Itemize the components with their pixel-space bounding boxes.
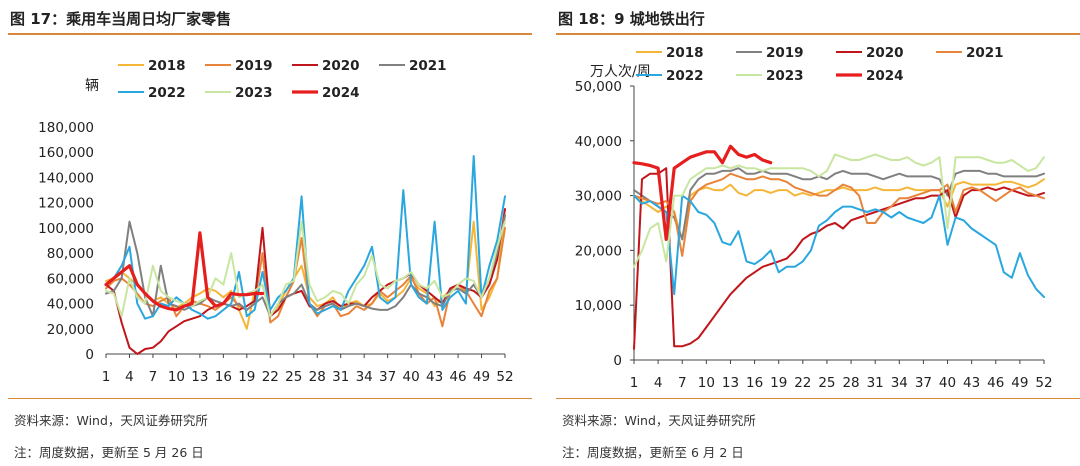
y-tick-label: 140,000: [38, 170, 94, 186]
x-tick-label: 28: [842, 375, 859, 391]
y-tick-label: 0: [613, 353, 622, 369]
x-tick-label: 49: [1011, 375, 1028, 391]
x-tick-label: 13: [722, 375, 739, 391]
y-tick-label: 160,000: [38, 145, 94, 161]
y-tick-label: 20,000: [47, 322, 94, 338]
legend-label-2019: 2019: [766, 45, 804, 61]
series-line-2020: [633, 167, 1045, 350]
x-tick-label: 7: [149, 369, 158, 385]
x-tick-label: 28: [309, 369, 326, 385]
y-tick-label: 100,000: [38, 221, 94, 237]
x-tick-label: 52: [1035, 375, 1052, 391]
x-tick-label: 16: [215, 369, 232, 385]
x-tick-label: 34: [891, 375, 908, 391]
unit-label: 万人次/周: [590, 64, 651, 80]
footer-divider: [556, 398, 1080, 399]
note-text: 注：周度数据，更新至 5 月 26 日: [14, 445, 204, 460]
source-text: 资料来源：Wind，天风证券研究所: [562, 413, 756, 428]
x-tick-label: 1: [102, 369, 111, 385]
y-tick-label: 50,000: [575, 79, 622, 95]
figure-title: 图 18：9 城地铁出行: [558, 10, 705, 28]
x-tick-label: 43: [426, 369, 443, 385]
legend-label-2024: 2024: [322, 85, 360, 101]
metro-ridership-chart: 0 10,000 20,000 30,000 40,000 50,000 1 4 7 10 13 16…: [575, 45, 1053, 391]
x-tick-label: 4: [654, 375, 663, 391]
x-tick-label: 34: [356, 369, 373, 385]
series-line-2022: [633, 194, 1045, 298]
x-tick-label: 46: [987, 375, 1004, 391]
legend-label-2021: 2021: [966, 45, 1004, 61]
retail-sales-chart: 0 20,000 40,000 60,000 80,000 100,000 120,000 1…: [38, 58, 513, 385]
x-tick-label: 31: [867, 375, 884, 391]
y-tick-label: 30,000: [575, 189, 622, 205]
legend-label-2021: 2021: [409, 58, 447, 74]
unit-label: 辆: [85, 78, 99, 94]
x-tick-label: 49: [473, 369, 490, 385]
source-text: 资料来源：Wind，天风证券研究所: [14, 413, 208, 428]
x-tick-label: 19: [238, 369, 255, 385]
legend-label-2023: 2023: [766, 68, 804, 84]
legend-label-2020: 2020: [866, 45, 904, 61]
series-line-2024: [632, 144, 773, 241]
x-tick-label: 22: [794, 375, 811, 391]
x-tick-label: 4: [125, 369, 134, 385]
y-tick-label: 10,000: [575, 298, 622, 314]
x-tick-label: 1: [630, 375, 639, 391]
x-tick-label: 13: [191, 369, 208, 385]
x-tick-label: 16: [746, 375, 763, 391]
legend-label-2023: 2023: [235, 85, 273, 101]
x-tick-label: 40: [939, 375, 956, 391]
y-tick-label: 80,000: [47, 246, 94, 262]
y-tick-label: 0: [85, 347, 94, 363]
series-line-2021: [633, 172, 1045, 257]
x-tick-label: 25: [285, 369, 302, 385]
series-line-2023: [633, 153, 1045, 268]
x-tick-label: 40: [403, 369, 420, 385]
legend-label-2022: 2022: [666, 68, 704, 84]
legend-label-2018: 2018: [148, 58, 186, 74]
figure-18-panel: 图 18：9 城地铁出行 0 10,000 20,000 30,000 40,000 50…: [548, 0, 1080, 466]
series-line-2020: [105, 208, 506, 355]
x-tick-label: 52: [496, 369, 513, 385]
series-line-2023: [105, 220, 506, 318]
series-line-2019: [105, 226, 506, 328]
x-tick-label: 22: [262, 369, 279, 385]
series-line-2024: [104, 231, 265, 312]
note-text: 注：周度数据，更新至 6 月 2 日: [562, 445, 744, 460]
footer-divider: [8, 398, 532, 399]
x-tick-label: 7: [678, 375, 687, 391]
x-tick-label: 19: [770, 375, 787, 391]
series-line-2021: [105, 214, 506, 318]
series-line-2019: [633, 167, 1045, 241]
y-tick-label: 20,000: [575, 243, 622, 259]
y-tick-label: 120,000: [38, 196, 94, 212]
y-tick-label: 40,000: [47, 297, 94, 313]
title-divider: [8, 33, 532, 35]
x-tick-label: 37: [915, 375, 932, 391]
figure-17-panel: 图 17：乘用车当周日均厂家零售 0 20,000 40,000 60,000 80,0…: [0, 0, 532, 466]
x-tick-label: 10: [698, 375, 715, 391]
y-tick-label: 60,000: [47, 271, 94, 287]
x-tick-label: 46: [449, 369, 466, 385]
legend-label-2024: 2024: [866, 68, 904, 84]
title-divider: [556, 33, 1080, 35]
x-tick-label: 25: [818, 375, 835, 391]
y-tick-label: 180,000: [38, 120, 94, 136]
x-tick-label: 37: [379, 369, 396, 385]
x-tick-label: 43: [963, 375, 980, 391]
x-tick-label: 10: [168, 369, 185, 385]
series-line-2018: [633, 178, 1045, 241]
legend-label-2022: 2022: [148, 85, 186, 101]
figure-title: 图 17：乘用车当周日均厂家零售: [10, 10, 232, 28]
legend-label-2020: 2020: [322, 58, 360, 74]
x-tick-label: 31: [332, 369, 349, 385]
legend-label-2018: 2018: [666, 45, 704, 61]
legend-label-2019: 2019: [235, 58, 273, 74]
y-tick-label: 40,000: [575, 134, 622, 150]
